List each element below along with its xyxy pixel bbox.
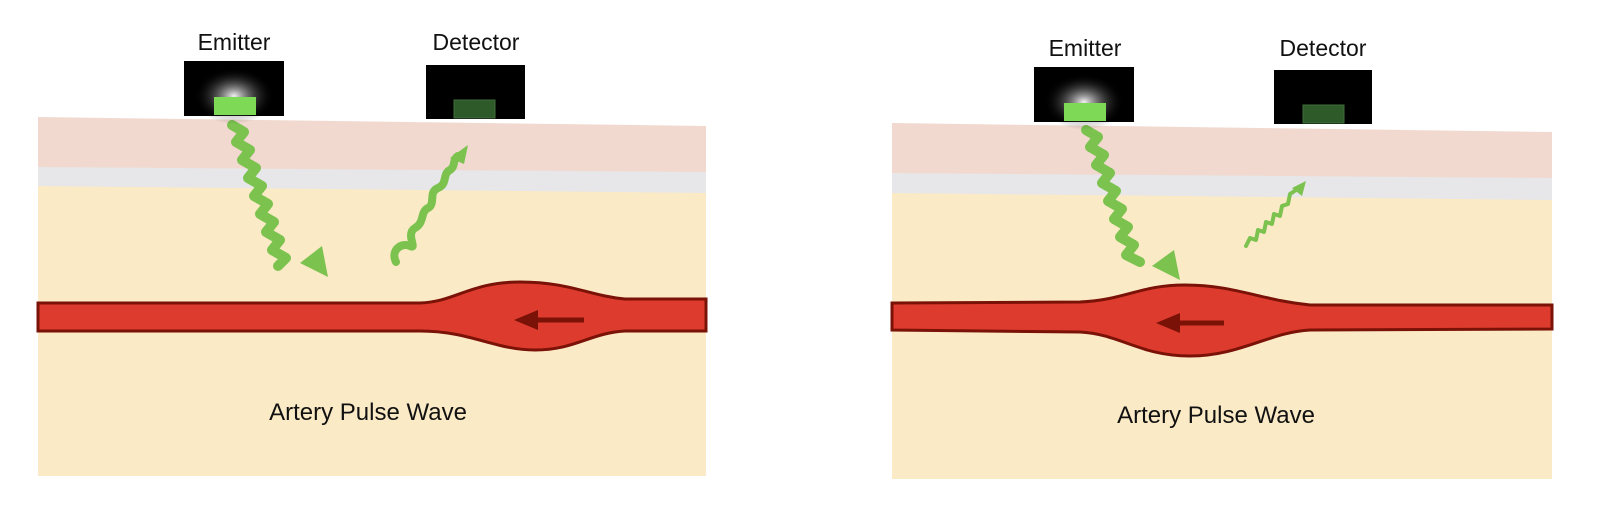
reflected-light-wave-weak [1244,181,1306,248]
panel-right: Emitter Detector Artery Pulse Wave [890,35,1554,479]
emitter-label: Emitter [1049,35,1122,61]
artery-caption: Artery Pulse Wave [269,399,467,426]
epidermis-layer [38,117,706,172]
detector-label: Detector [1280,35,1367,61]
emitter: Emitter [1034,35,1134,130]
incident-light-wave [227,120,328,277]
detector-label: Detector [433,29,520,55]
emitter-glow [1044,74,1124,130]
detector-window [1302,104,1345,124]
reflected-light-wave [390,145,468,266]
blood-flow-arrow [1156,313,1224,333]
detector: Detector [426,29,525,119]
emitter: Emitter [184,29,284,124]
emitter-led [1064,103,1106,121]
emitter-glow [194,68,274,124]
dermis-layer [38,164,706,193]
emitter-led [214,97,256,115]
detector-window [453,99,496,119]
blood-flow-arrow [514,310,584,330]
panel-left: Emitter Detector Artery Pulse Wave [36,29,708,476]
emitter-label: Emitter [198,29,271,55]
dermis-layer [892,170,1552,200]
epidermis-layer [892,123,1552,178]
artery-caption: Artery Pulse Wave [1117,402,1315,429]
detector: Detector [1274,35,1372,124]
incident-light-wave [1081,125,1180,280]
artery [36,280,708,352]
